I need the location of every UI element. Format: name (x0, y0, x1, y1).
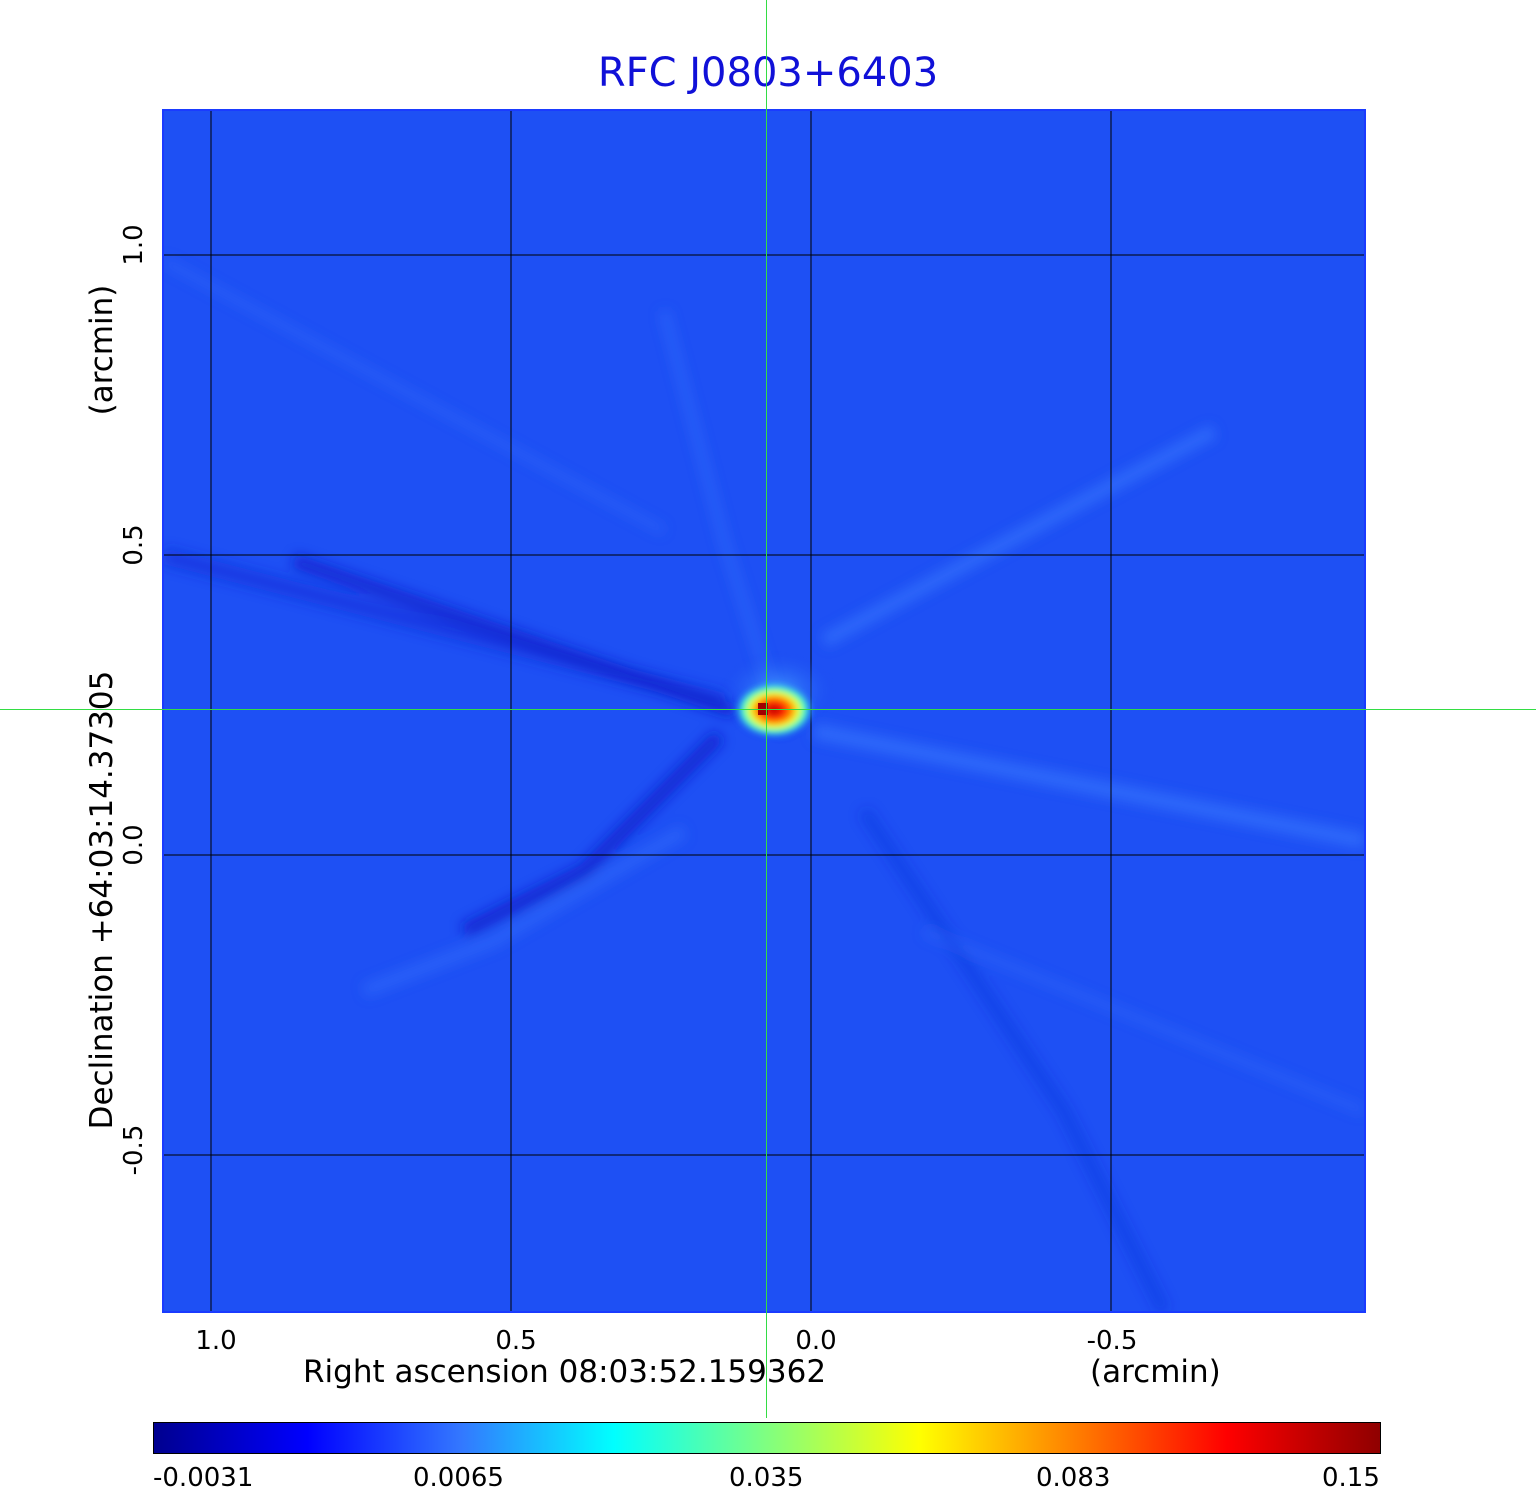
x-tick-label: 1.0 (195, 1326, 237, 1356)
y-tick-label: 0.5 (119, 524, 149, 566)
colorbar-tick-label: 0.035 (729, 1463, 804, 1493)
crosshair-horizontal (0, 709, 1536, 710)
colorbar-tick-label: 0.083 (1036, 1463, 1111, 1493)
y-tick-label: -0.5 (119, 1124, 149, 1176)
y-axis-label: Declination +64:03:14.37305 (84, 670, 120, 1130)
y-tick-label: 1.0 (119, 224, 149, 266)
x-tick-label: -0.5 (1086, 1326, 1138, 1356)
radio-map-canvas (164, 111, 1364, 1311)
x-axis-unit: (arcmin) (1090, 1354, 1221, 1390)
colorbar-tick-label: 0.15 (1322, 1463, 1380, 1493)
bright-source (734, 682, 814, 738)
x-tick-label: 0.0 (795, 1326, 837, 1356)
x-axis-label: Right ascension 08:03:52.159362 (303, 1354, 827, 1390)
y-axis-unit: (arcmin) (84, 284, 120, 416)
y-tick-label: 0.0 (119, 824, 149, 866)
x-tick-label: 0.5 (495, 1326, 537, 1356)
colorbar-tick-label: 0.0065 (413, 1463, 504, 1493)
sidelobe-streaks (164, 256, 1364, 1311)
colorbar-tick-label: -0.0031 (153, 1463, 254, 1493)
radio-map-image (162, 109, 1366, 1313)
image-title: RFC J0803+6403 (597, 50, 939, 96)
colorbar (153, 1422, 1381, 1454)
